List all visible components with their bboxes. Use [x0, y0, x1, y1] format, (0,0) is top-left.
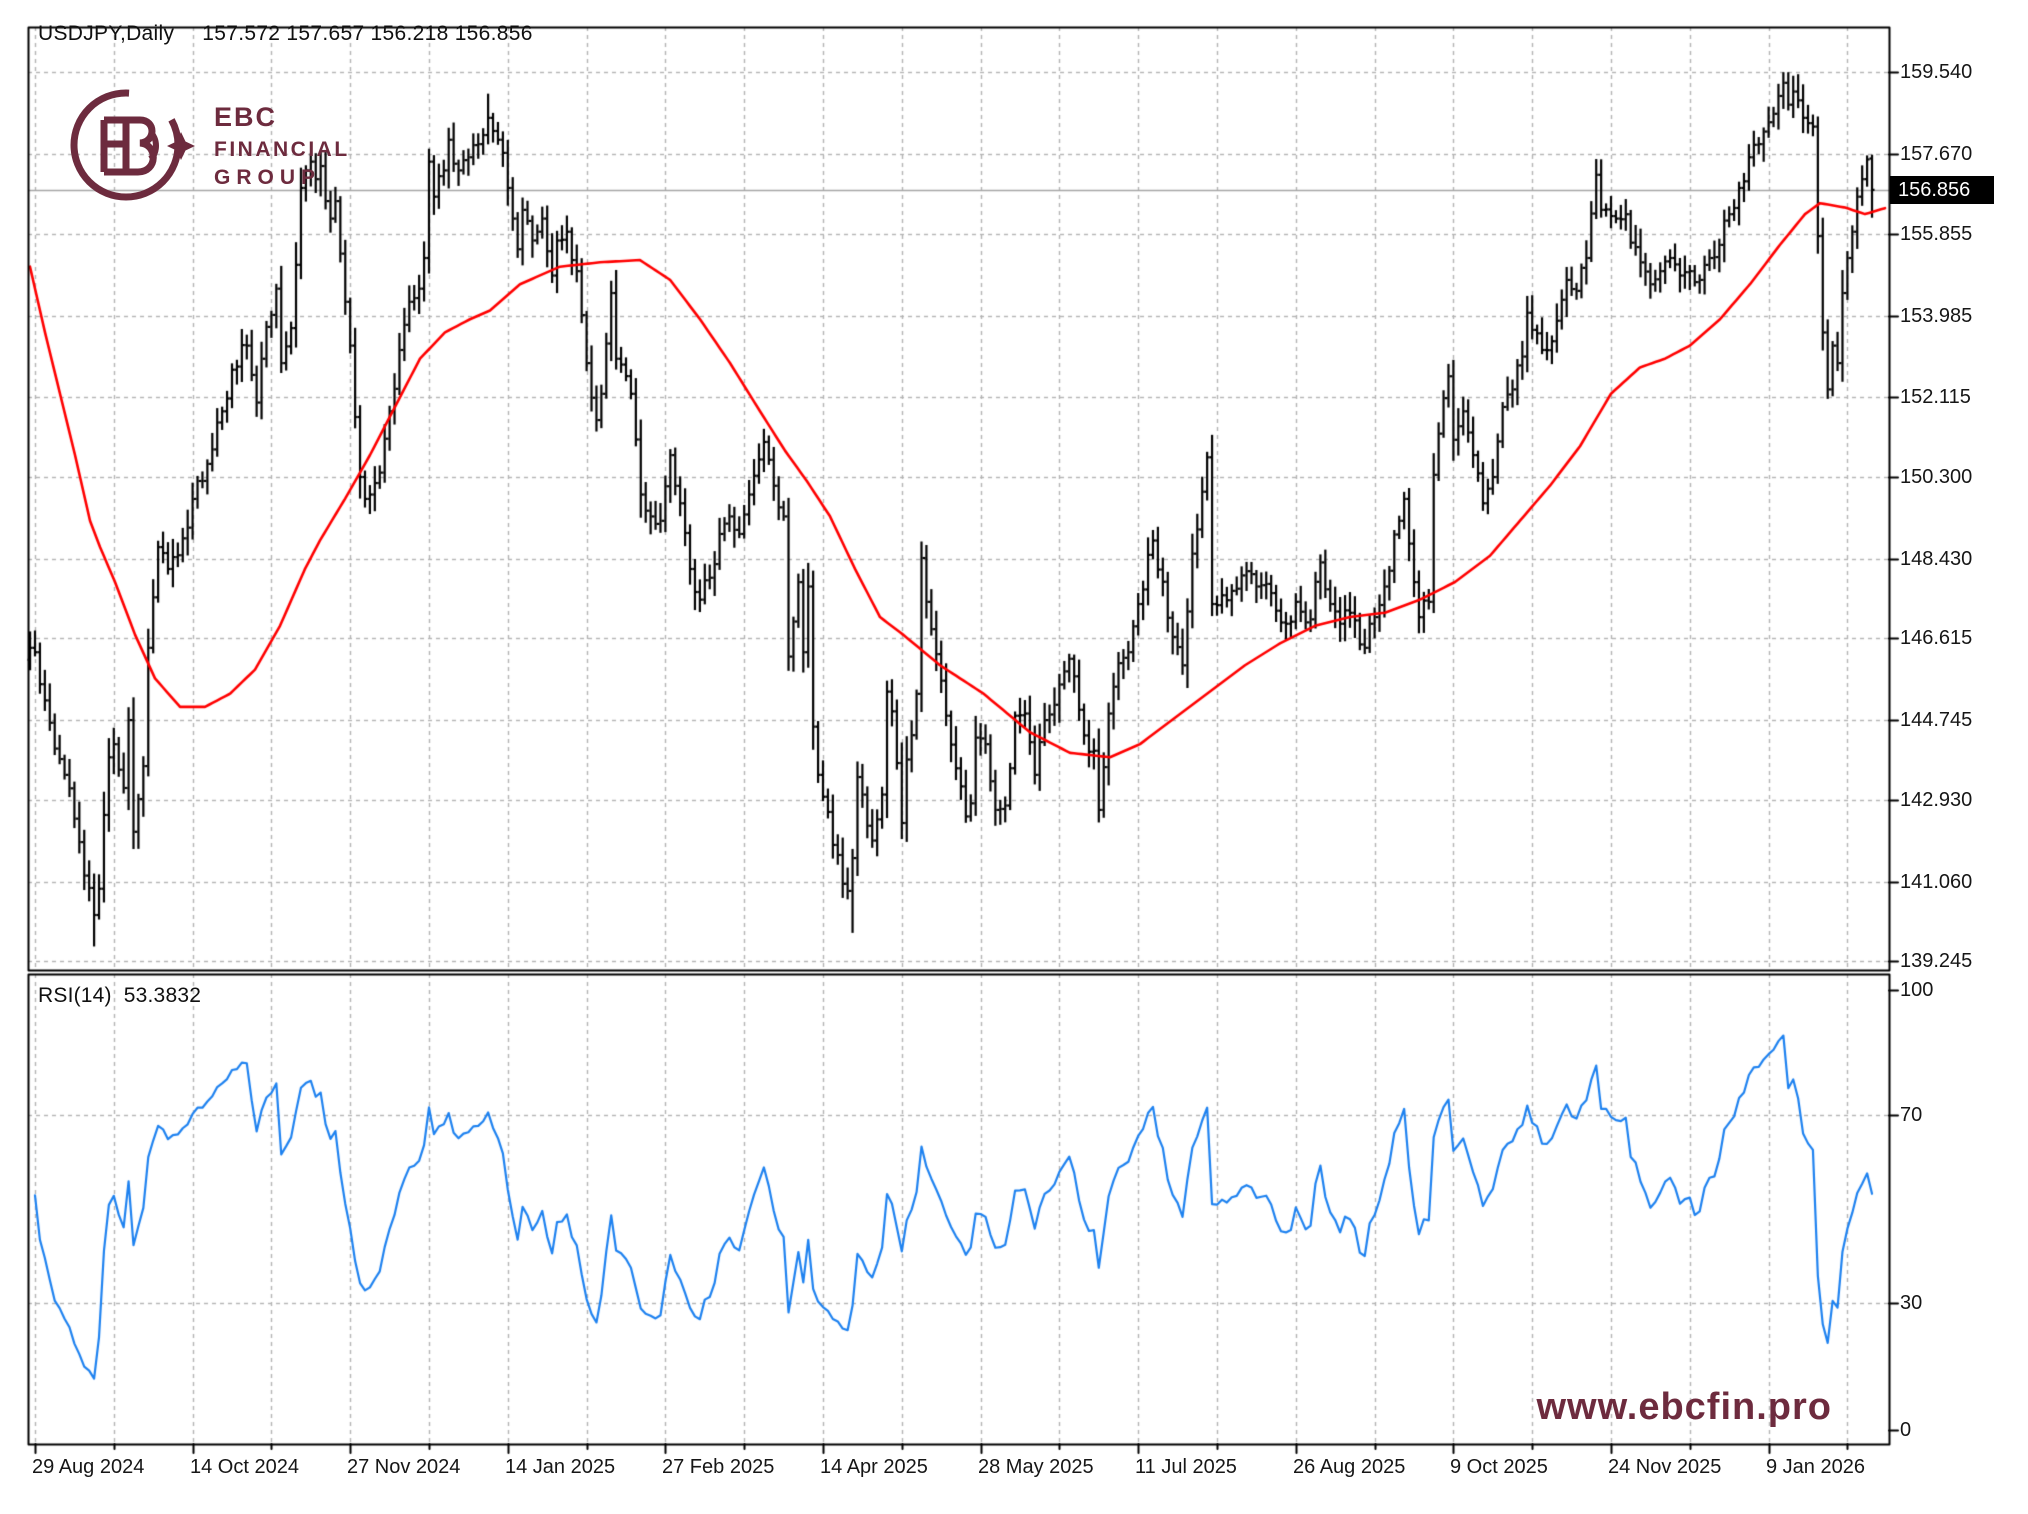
logo-text-financial: FINANCIAL — [214, 138, 350, 161]
date-axis-label: 14 Oct 2024 — [190, 1456, 299, 1478]
rsi-indicator-label: RSI(14) 53.3832 — [38, 984, 201, 1008]
date-axis-label: 9 Jan 2026 — [1766, 1456, 1865, 1478]
date-axis-label: 14 Jan 2025 — [505, 1456, 616, 1478]
rsi-axis-label: 100 — [1900, 979, 1934, 1001]
logo-text-ebc: EBC — [214, 102, 278, 132]
chart-title: USDJPY,Daily 157.572 157.657 156.218 156… — [38, 22, 533, 46]
current-price-tag: 156.856 — [1890, 176, 1994, 204]
date-axis-label: 27 Nov 2024 — [347, 1456, 461, 1478]
date-axis-label: 24 Nov 2025 — [1608, 1456, 1722, 1478]
price-axis-label: 148.430 — [1900, 548, 1973, 570]
rsi-axis-label: 30 — [1900, 1292, 1923, 1314]
price-axis-label: 144.745 — [1900, 709, 1973, 731]
date-axis-label: 29 Aug 2024 — [32, 1456, 145, 1478]
date-axis-label: 28 May 2025 — [978, 1456, 1094, 1478]
price-axis-label: 139.245 — [1900, 950, 1973, 972]
current-price-value: 156.856 — [1898, 179, 1971, 201]
date-axis-label: 14 Apr 2025 — [820, 1456, 928, 1478]
logo-star-icon — [167, 132, 195, 160]
price-axis-label: 146.615 — [1900, 627, 1973, 649]
price-axis-label: 159.540 — [1900, 61, 1973, 83]
price-axis-label: 153.985 — [1900, 305, 1973, 327]
ohlc-values: 157.572 157.657 156.218 156.856 — [202, 22, 533, 45]
date-axis-label: 26 Aug 2025 — [1293, 1456, 1406, 1478]
rsi-axis-label: 70 — [1900, 1104, 1923, 1126]
watermark-url: www.ebcfin.pro — [1536, 1386, 1832, 1428]
date-axis-label: 11 Jul 2025 — [1135, 1456, 1237, 1478]
price-axis-label: 157.670 — [1900, 143, 1973, 165]
price-axis-label: 152.115 — [1900, 386, 1971, 408]
ebc-logo-emblem-icon — [70, 89, 195, 201]
ebc-logo: EBC FINANCIAL GROUP — [62, 80, 482, 210]
rsi-axis-label: 0 — [1900, 1419, 1912, 1441]
price-axis-label: 150.300 — [1900, 466, 1973, 488]
rsi-name: RSI(14) — [38, 984, 112, 1007]
price-axis-label: 141.060 — [1900, 871, 1973, 893]
logo-text-group: GROUP — [214, 166, 322, 189]
date-axis-label: 27 Feb 2025 — [662, 1456, 775, 1478]
symbol-timeframe-label: USDJPY,Daily — [38, 22, 175, 45]
rsi-value: 53.3832 — [123, 984, 202, 1007]
price-axis-label: 142.930 — [1900, 789, 1973, 811]
price-axis-label: 155.855 — [1900, 223, 1973, 245]
date-axis-label: 9 Oct 2025 — [1450, 1456, 1548, 1478]
